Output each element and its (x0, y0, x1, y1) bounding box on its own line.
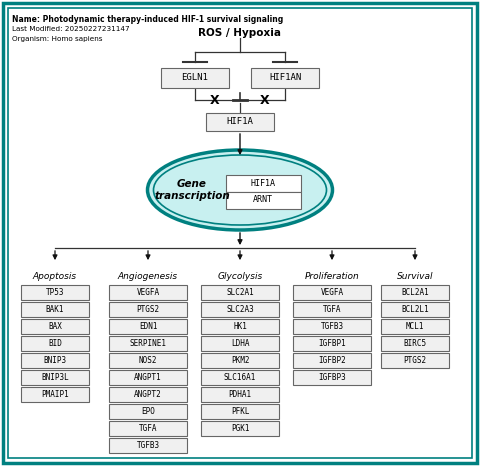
FancyBboxPatch shape (109, 438, 187, 453)
FancyBboxPatch shape (201, 353, 279, 368)
Text: BCL2L1: BCL2L1 (401, 305, 429, 314)
Text: PFKL: PFKL (231, 407, 249, 416)
Text: EGLN1: EGLN1 (181, 73, 208, 83)
FancyBboxPatch shape (109, 370, 187, 385)
FancyBboxPatch shape (226, 191, 300, 208)
FancyBboxPatch shape (21, 285, 89, 300)
Text: Proliferation: Proliferation (305, 272, 360, 281)
Text: SLC2A3: SLC2A3 (226, 305, 254, 314)
Text: Apoptosis: Apoptosis (33, 272, 77, 281)
Text: IGFBP2: IGFBP2 (318, 356, 346, 365)
Text: Glycolysis: Glycolysis (217, 272, 263, 281)
FancyBboxPatch shape (201, 387, 279, 402)
Text: NOS2: NOS2 (139, 356, 157, 365)
Text: ARNT: ARNT (253, 196, 273, 205)
Text: BAK1: BAK1 (46, 305, 64, 314)
FancyBboxPatch shape (21, 370, 89, 385)
Text: BAX: BAX (48, 322, 62, 331)
Text: Gene
transcription: Gene transcription (154, 179, 230, 201)
Text: PGK1: PGK1 (231, 424, 249, 433)
Text: SLC16A1: SLC16A1 (224, 373, 256, 382)
Text: Organism: Homo sapiens: Organism: Homo sapiens (12, 36, 103, 42)
Text: TGFA: TGFA (323, 305, 341, 314)
FancyBboxPatch shape (201, 302, 279, 317)
Text: Angiogenesis: Angiogenesis (118, 272, 178, 281)
FancyBboxPatch shape (381, 319, 449, 334)
Text: X: X (260, 93, 270, 106)
FancyBboxPatch shape (206, 113, 274, 131)
FancyBboxPatch shape (21, 353, 89, 368)
FancyBboxPatch shape (293, 319, 371, 334)
FancyBboxPatch shape (109, 421, 187, 436)
FancyBboxPatch shape (226, 175, 300, 191)
FancyBboxPatch shape (3, 3, 477, 463)
Text: ANGPT1: ANGPT1 (134, 373, 162, 382)
Text: LDHA: LDHA (231, 339, 249, 348)
FancyBboxPatch shape (109, 353, 187, 368)
Text: VEGFA: VEGFA (136, 288, 159, 297)
Text: BNIP3L: BNIP3L (41, 373, 69, 382)
Text: PMAIP1: PMAIP1 (41, 390, 69, 399)
Text: PKM2: PKM2 (231, 356, 249, 365)
Text: TGFB3: TGFB3 (136, 441, 159, 450)
FancyBboxPatch shape (21, 319, 89, 334)
Text: ROS / Hypoxia: ROS / Hypoxia (199, 28, 281, 38)
Text: BNIP3: BNIP3 (43, 356, 67, 365)
Text: EPO: EPO (141, 407, 155, 416)
Text: HIF1A: HIF1A (227, 118, 253, 127)
FancyBboxPatch shape (201, 421, 279, 436)
FancyBboxPatch shape (381, 336, 449, 351)
Text: SLC2A1: SLC2A1 (226, 288, 254, 297)
Ellipse shape (147, 150, 333, 230)
Text: BCL2A1: BCL2A1 (401, 288, 429, 297)
Text: BID: BID (48, 339, 62, 348)
FancyBboxPatch shape (201, 404, 279, 419)
Text: X: X (210, 93, 220, 106)
FancyBboxPatch shape (381, 302, 449, 317)
FancyBboxPatch shape (293, 370, 371, 385)
Text: IGFBP1: IGFBP1 (318, 339, 346, 348)
FancyBboxPatch shape (21, 387, 89, 402)
FancyBboxPatch shape (293, 336, 371, 351)
Text: HIF1AN: HIF1AN (269, 73, 301, 83)
FancyBboxPatch shape (293, 285, 371, 300)
Text: EDN1: EDN1 (139, 322, 157, 331)
Text: TP53: TP53 (46, 288, 64, 297)
FancyBboxPatch shape (293, 353, 371, 368)
Text: SERPINE1: SERPINE1 (130, 339, 167, 348)
Text: HIF1A: HIF1A (251, 178, 276, 187)
Text: ANGPT2: ANGPT2 (134, 390, 162, 399)
FancyBboxPatch shape (201, 370, 279, 385)
Text: VEGFA: VEGFA (321, 288, 344, 297)
FancyBboxPatch shape (21, 336, 89, 351)
FancyBboxPatch shape (109, 319, 187, 334)
Text: TGFB3: TGFB3 (321, 322, 344, 331)
FancyBboxPatch shape (201, 285, 279, 300)
Text: TGFA: TGFA (139, 424, 157, 433)
FancyBboxPatch shape (161, 68, 229, 88)
Text: Survival: Survival (397, 272, 433, 281)
Text: PTGS2: PTGS2 (136, 305, 159, 314)
Text: BIRC5: BIRC5 (403, 339, 427, 348)
Text: Last Modified: 20250227231147: Last Modified: 20250227231147 (12, 26, 130, 32)
FancyBboxPatch shape (201, 319, 279, 334)
FancyBboxPatch shape (109, 336, 187, 351)
Text: IGFBP3: IGFBP3 (318, 373, 346, 382)
FancyBboxPatch shape (381, 353, 449, 368)
Text: PDHA1: PDHA1 (228, 390, 252, 399)
FancyBboxPatch shape (109, 404, 187, 419)
Text: HK1: HK1 (233, 322, 247, 331)
FancyBboxPatch shape (201, 336, 279, 351)
FancyBboxPatch shape (109, 302, 187, 317)
FancyBboxPatch shape (21, 302, 89, 317)
Text: PTGS2: PTGS2 (403, 356, 427, 365)
Text: MCL1: MCL1 (406, 322, 424, 331)
FancyBboxPatch shape (251, 68, 319, 88)
FancyBboxPatch shape (109, 387, 187, 402)
FancyBboxPatch shape (293, 302, 371, 317)
Text: Name: Photodynamic therapy-induced HIF-1 survival signaling: Name: Photodynamic therapy-induced HIF-1… (12, 15, 283, 24)
FancyBboxPatch shape (109, 285, 187, 300)
FancyBboxPatch shape (381, 285, 449, 300)
